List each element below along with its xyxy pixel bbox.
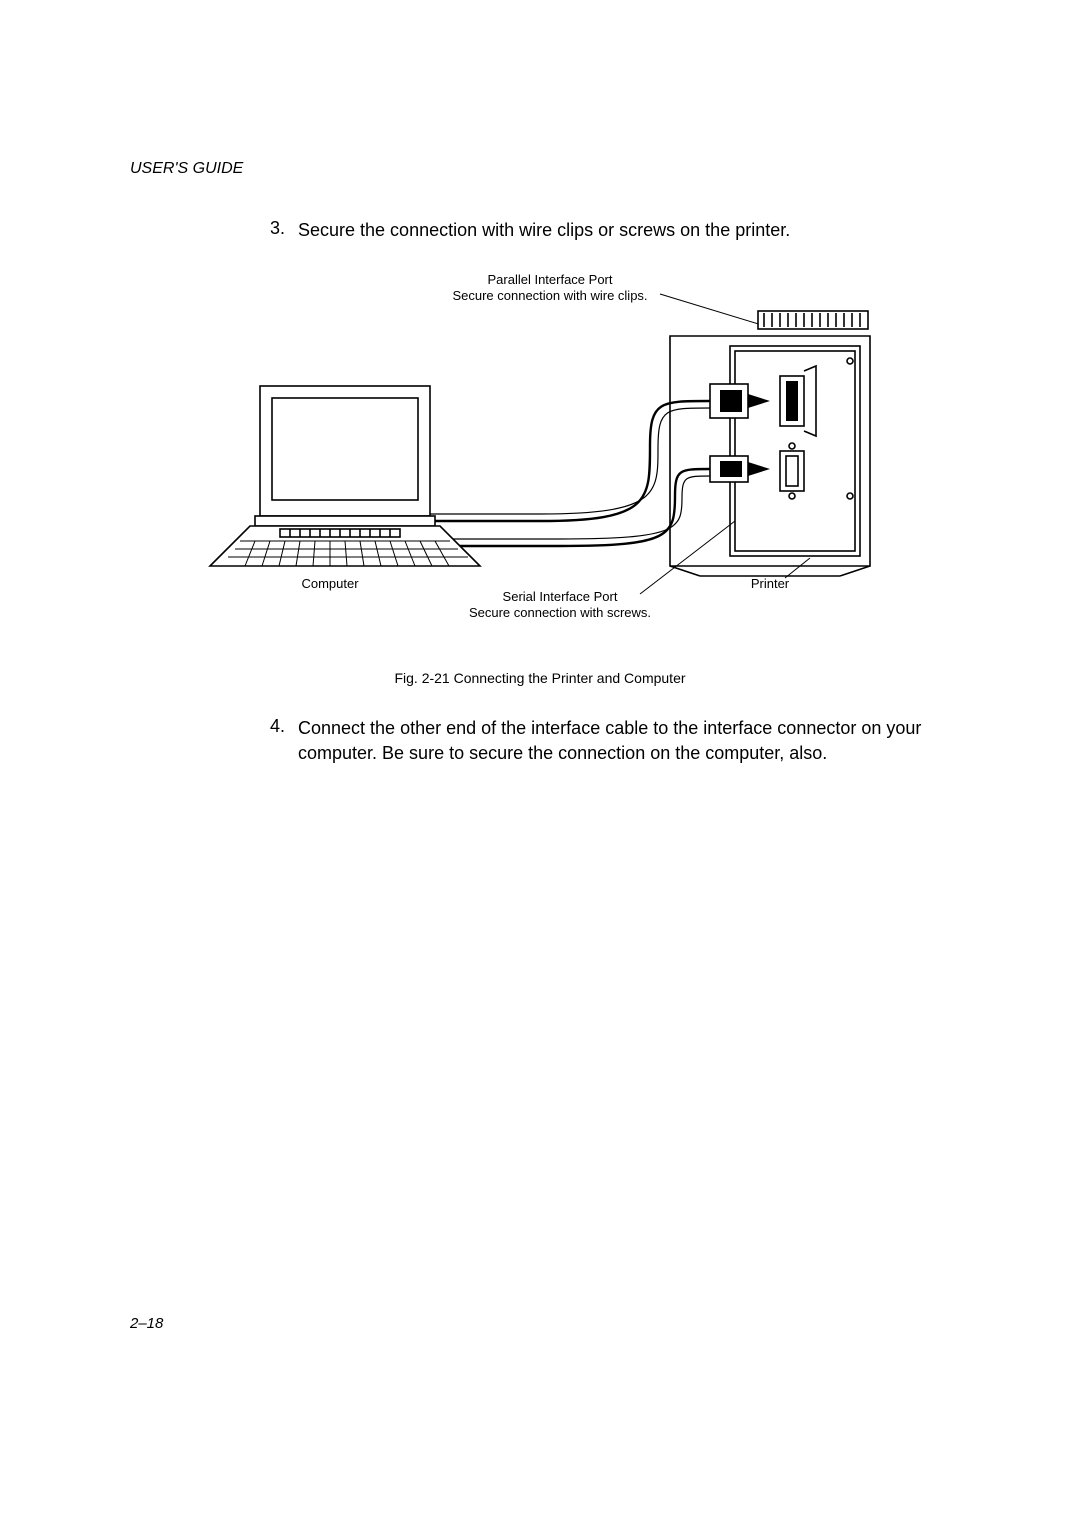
printer-label: Printer xyxy=(751,576,790,591)
page-header: USER'S GUIDE xyxy=(130,160,950,178)
computer-label: Computer xyxy=(301,576,359,591)
printer-computer-diagram: Parallel Interface Port Secure connectio… xyxy=(180,266,900,646)
figure-2-21: Parallel Interface Port Secure connectio… xyxy=(130,266,950,646)
step-3-number: 3. xyxy=(270,218,298,242)
cables xyxy=(430,401,710,546)
step-3-text: Secure the connection with wire clips or… xyxy=(298,218,950,242)
serial-screws-label: Secure connection with screws. xyxy=(469,605,651,620)
parallel-port-label: Parallel Interface Port xyxy=(487,272,612,287)
printer-body xyxy=(670,336,870,576)
step-4-number: 4. xyxy=(270,716,298,765)
step-3: 3. Secure the connection with wire clips… xyxy=(270,218,950,242)
step-4-text: Connect the other end of the interface c… xyxy=(298,716,950,765)
parallel-clip-label: Secure connection with wire clips. xyxy=(452,288,647,303)
step-4: 4. Connect the other end of the interfac… xyxy=(270,716,950,765)
page-number: 2–18 xyxy=(130,1315,163,1332)
computer xyxy=(210,386,480,566)
printer-top-fins xyxy=(758,311,868,329)
figure-caption: Fig. 2-21 Connecting the Printer and Com… xyxy=(130,670,950,686)
serial-port-label: Serial Interface Port xyxy=(503,589,618,604)
